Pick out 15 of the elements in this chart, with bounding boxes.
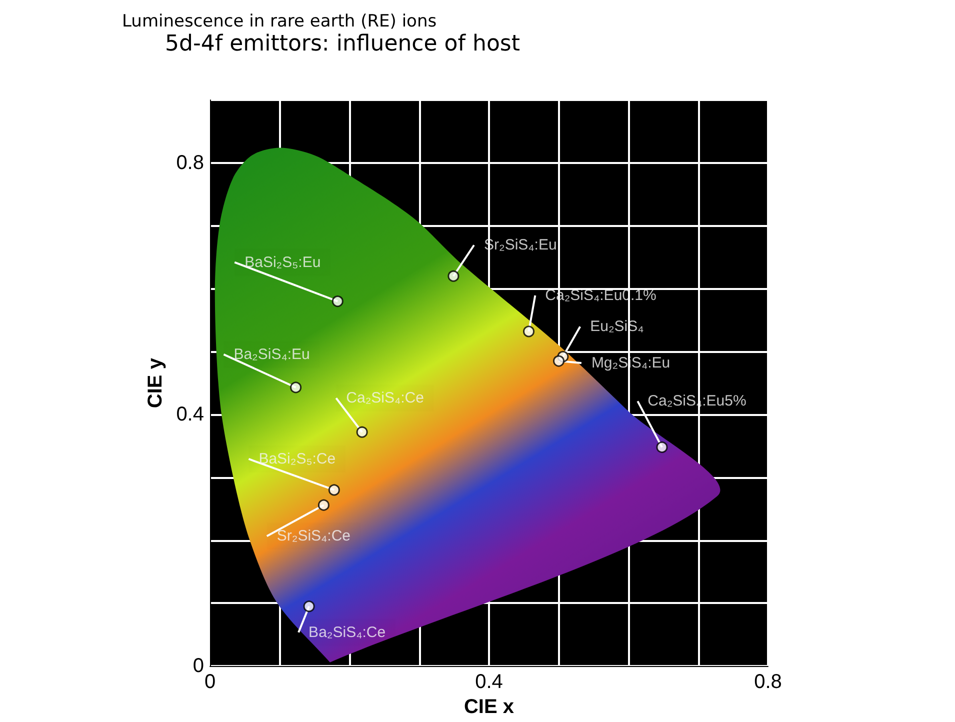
- y-axis-title: CIE y: [144, 357, 166, 408]
- annotation: Sr₂SiS₄:Ce: [276, 528, 351, 545]
- y-tick-label: 0: [192, 655, 204, 678]
- annotation: BaSi₂S₅:Eu: [244, 254, 321, 271]
- chart-subtitle: 5d-4f emittors: influence of host: [165, 32, 520, 56]
- annotation: Ba₂SiS₄:Ce: [308, 624, 386, 641]
- annotation: Ca₂SiS₄:Ce: [346, 390, 424, 407]
- annotation: Ba₂SiS₄:Eu: [234, 346, 310, 363]
- x-tick-label: 0.4: [475, 671, 503, 694]
- y-tick-label: 0.4: [176, 404, 204, 426]
- y-tick-label: 0.8: [176, 152, 204, 174]
- x-tick-label: 0.8: [754, 671, 782, 694]
- chart-title: Luminescence in rare earth (RE) ions: [122, 12, 437, 32]
- annotation: BaSi₂S₅:Ce: [258, 450, 336, 468]
- x-axis-title: CIE x: [464, 696, 514, 718]
